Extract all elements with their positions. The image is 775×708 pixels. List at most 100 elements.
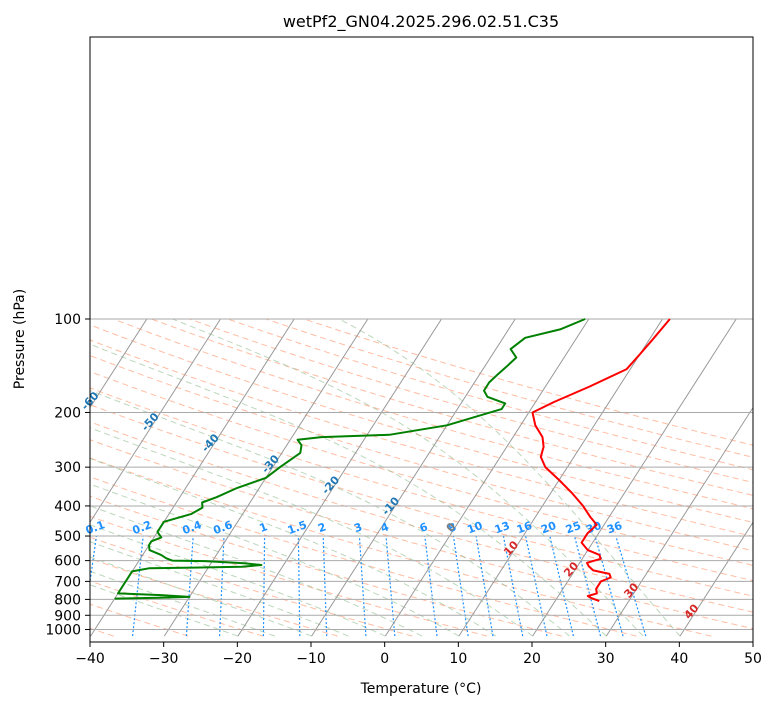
moist-adiabat-line [90,541,349,637]
moist-adiabat-line [90,389,570,637]
mixing-ratio-label: 2 [316,520,328,535]
mixing-ratio-line [358,535,367,637]
dry-adiabat-line [90,387,753,582]
mixing-ratio-label: 1 [258,520,270,535]
dry-adiabat-line [90,515,488,637]
moist-adiabat-line [90,343,607,637]
mixing-ratio-line [475,535,494,637]
dry-adiabat-line [303,318,753,446]
mixing-ratio-line [424,535,438,637]
mixing-ratio-label: 8 [446,520,458,535]
mixing-ratio-line [573,535,602,637]
x-tick-label: 40 [670,651,688,667]
moist-adiabat-line [338,318,681,637]
dewpoint-line [114,318,586,600]
isotherm-label: 40 [682,601,702,621]
y-tick-label: 400 [54,499,81,515]
mixing-ratio-line [219,535,225,637]
dry-adiabat-line [265,318,753,458]
y-axis-label: Pressure (hPa) [12,289,28,389]
dry-adiabat-line [90,580,264,637]
isotherm-label: 30 [621,580,641,600]
isotherm-line [90,318,148,409]
mixing-ratio-line [615,535,647,637]
mixing-ratio-label: 0.1 [84,518,107,537]
mixing-ratio-label: 10 [465,519,484,537]
isotherm-line [311,318,516,637]
moist-adiabat-line [172,318,644,637]
isotherm-label: -20 [319,473,342,497]
y-tick-label: 500 [54,529,81,545]
mixing-ratio-line [385,535,396,637]
mixing-ratio-label: 6 [418,520,430,535]
mixing-ratio-label: 13 [493,519,512,536]
mixing-ratio-line [90,535,97,587]
temperature-line [531,318,671,603]
dry-adiabat-line [90,404,753,597]
x-tick-label: 20 [523,651,541,667]
dry-adiabat-line [90,439,753,630]
moist-adiabat-line [90,483,460,637]
dry-adiabat-line [90,495,562,637]
plot-frame [89,36,754,643]
mixing-ratio-label: 20 [539,519,558,537]
isotherm-line [605,406,753,637]
x-tick-label: 50 [744,651,762,667]
x-tick-label: −20 [223,651,253,667]
chart-title: wetPf2_GN04.2025.296.02.51.C35 [283,12,559,32]
isotherm-line [532,318,737,637]
mixing-ratio-line [322,535,328,637]
dry-adiabat-line [90,355,753,552]
isotherm-label: -10 [379,494,402,518]
y-tick-label: 900 [54,608,81,624]
mixing-ratio-label: 4 [379,520,391,535]
y-tick-label: 300 [54,460,81,476]
dry-adiabat-line [90,421,753,613]
mixing-ratio-line [525,535,548,637]
mixing-ratio-label: 16 [515,519,534,537]
moist-adiabat-line [90,427,533,637]
mixing-ratio-label: 1.5 [286,518,309,537]
isotherm-label: 20 [561,559,581,579]
x-tick-label: −30 [149,651,179,667]
isotherm-line [458,318,663,637]
dry-adiabat-line [227,318,753,471]
isotherm-line [90,318,221,524]
moist-adiabat-line [90,570,275,637]
mixing-ratio-line [132,535,144,637]
mixing-ratio-line [185,535,194,637]
y-tick-label: 200 [54,405,81,421]
profile-lines [114,318,671,603]
mixing-ratio-label: 3 [352,520,364,535]
isotherm-line [679,521,753,637]
mixing-ratio-label: 0.2 [131,518,154,537]
dry-adiabat-line [90,603,189,637]
mixing-ratio-line [594,535,624,637]
x-axis-ticks: −40 −30 −20 −10 0 10 20 30 40 50 [75,642,762,667]
x-tick-label: −10 [296,651,326,667]
mixing-ratio-label: 36 [605,519,624,537]
dry-adiabat-line [189,318,753,483]
x-tick-label: 10 [449,651,467,667]
moist-adiabat-line [90,505,423,637]
isotherm-line [237,318,442,637]
isotherm-line [384,318,590,637]
isotherm-label: -40 [199,431,222,455]
dry-adiabat-line [90,339,753,537]
mixing-ratio-label: 0.4 [181,518,204,537]
dry-adiabat-line [90,476,637,637]
mixing-ratio-line [502,535,524,637]
isotherm-label: -30 [259,452,282,476]
dry-adiabat-line [90,457,712,637]
dry-adiabat-line [90,536,413,637]
moist-adiabat-line [90,457,497,637]
x-tick-label: 30 [597,651,615,667]
y-tick-label: 700 [54,574,81,590]
y-tick-label: 1000 [45,623,81,639]
y-tick-label: 600 [54,554,81,570]
dry-adiabat-line [113,318,753,510]
mixing-ratio-label: 0.6 [211,518,234,537]
x-tick-label: 0 [380,651,389,667]
